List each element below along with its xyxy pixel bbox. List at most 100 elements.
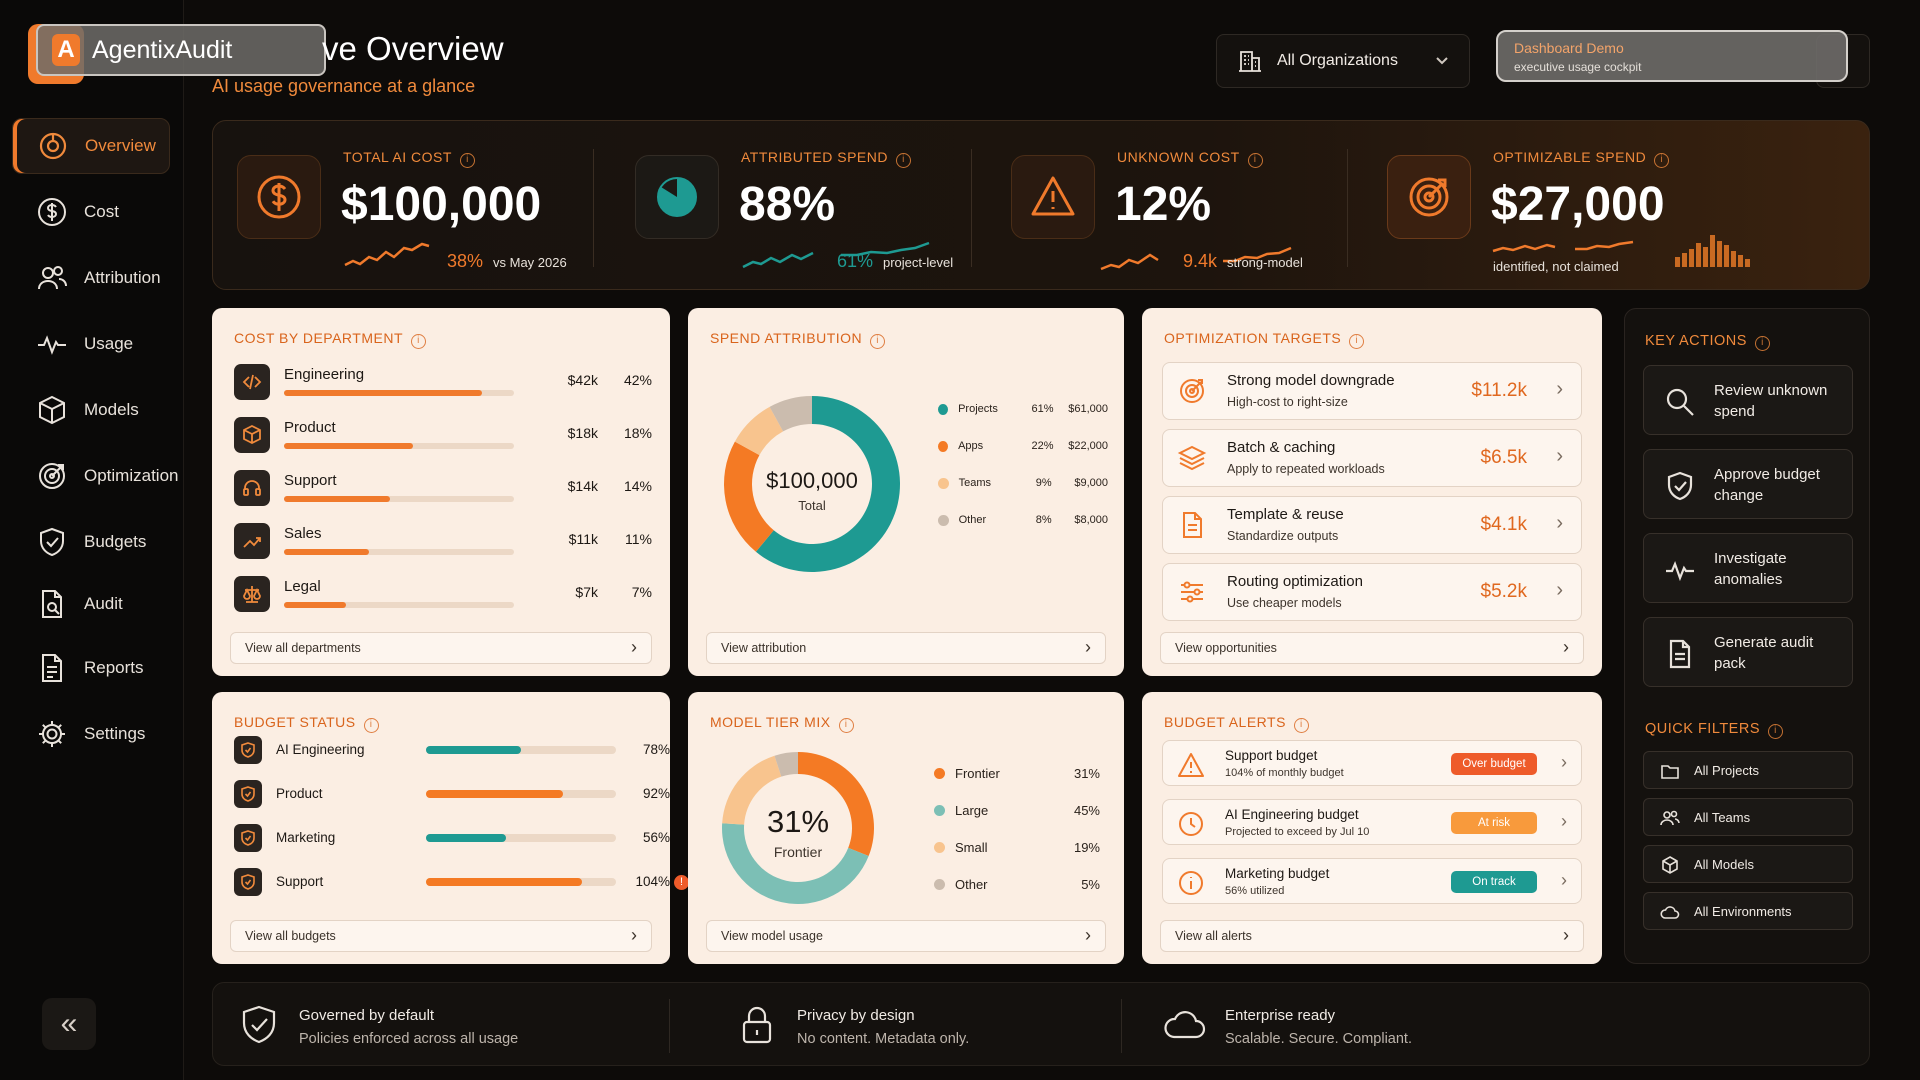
nav-cost[interactable]: Cost [12,184,170,240]
optimization-row-template-reuse[interactable]: Template & reuse Standardize outputs $4.… [1162,496,1582,554]
donut-center-value: 31% [766,804,830,839]
nav-usage[interactable]: Usage [12,316,170,372]
nav-optimization[interactable]: Optimization [12,448,178,504]
budget-row-ai-engineering[interactable]: AI Engineering 78% [234,734,670,766]
department-icon-box [234,417,270,453]
kpi-note: vs May 2026 [493,255,567,270]
alert-subtitle: Projected to exceed by Jul 10 [1225,826,1370,838]
view-opportunities-link[interactable]: View opportunities › [1160,632,1584,664]
spend-attribution-donut[interactable] [702,374,922,594]
alert-row-support[interactable]: Support budget 104% of monthly budget Ov… [1162,740,1582,786]
filter-all-environments[interactable]: All Environments [1643,892,1853,930]
legend-swatch [938,403,949,415]
info-icon[interactable]: i [1754,336,1770,351]
page-title: ve Overview [322,30,504,67]
nav-attribution[interactable]: Attribution [12,250,170,306]
view-all-budgets-link[interactable]: View all budgets › [230,920,652,952]
info-icon[interactable]: i [895,153,911,168]
info-icon[interactable]: i [1654,153,1670,168]
department-percent: 42% [623,372,652,388]
legend-item-other: Other 5% [934,875,1100,893]
filter-all-projects[interactable]: All Projects [1643,751,1853,789]
kpi-value: $27,000 [1491,178,1665,231]
filter-all-models[interactable]: All Models [1643,845,1853,883]
info-icon[interactable]: i [411,334,426,349]
kpi-delta: 9.4k [1183,251,1218,271]
nav-settings[interactable]: Settings [12,706,170,762]
filter-label: All Projects [1694,762,1760,778]
department-row-sales[interactable]: Sales $11k 11% [234,521,652,565]
donut-segment-small[interactable] [722,755,782,825]
department-row-product[interactable]: Product $18k 18% [234,415,652,459]
alert-row-marketing[interactable]: Marketing budget 56% utilized On track › [1162,858,1582,904]
info-icon[interactable]: i [838,718,854,733]
info-icon[interactable]: i [870,334,886,349]
investigate-anomalies-button[interactable]: Investigate anomalies [1643,533,1853,603]
model-tier-donut[interactable] [710,740,886,916]
budget-icon-box [234,736,262,764]
department-row-legal[interactable]: Legal $7k 7% [234,574,652,618]
budget-icon-box [234,868,262,896]
donut-segment-apps[interactable] [724,441,774,552]
donut-segment-frontier[interactable] [798,752,874,856]
brand-logo-icon: A [52,34,80,66]
view-attribution-link[interactable]: View attribution › [706,632,1106,664]
kpi-total-ai-cost[interactable]: TOTAL AI COST i $100,000 38% vs May 2026 [213,121,593,291]
donut-segment-other[interactable] [774,752,798,777]
lock-icon [742,1006,772,1044]
department-row-support[interactable]: Support $14k 14% [234,468,652,512]
legend-amount: $22,000 [1068,440,1108,452]
status-badge: Over budget [1451,753,1537,775]
legend-swatch [934,841,945,853]
brand-logo-tooltip[interactable]: A AgentixAudit [36,24,326,76]
view-model-usage-link[interactable]: View model usage › [706,920,1106,952]
donut-segment-other[interactable] [769,396,812,432]
nav-models[interactable]: Models [12,382,170,438]
nav-reports[interactable]: Reports [12,640,170,696]
info-icon[interactable]: i [1349,334,1365,349]
generate-audit-pack-button[interactable]: Generate audit pack [1643,617,1853,687]
budget-row-support[interactable]: Support 104%! [234,866,689,898]
donut-segment-projects[interactable] [755,396,900,572]
nav-overview[interactable]: Overview [12,118,170,174]
review-unknown-spend-button[interactable]: Review unknown spend [1643,365,1853,435]
budget-row-marketing[interactable]: Marketing 56% [234,822,670,854]
info-icon[interactable]: i [459,153,475,168]
warning-icon: ! [674,875,689,890]
info-icon[interactable]: i [1768,724,1783,739]
nav-audit[interactable]: Audit [12,576,170,632]
optimization-row-batch-caching[interactable]: Batch & caching Apply to repeated worklo… [1162,429,1582,487]
view-all-alerts-link[interactable]: View all alerts › [1160,920,1584,952]
kpi-optimizable-spend[interactable]: OPTIMIZABLE SPEND i $27,000 identified, n… [1363,121,1863,291]
info-icon[interactable]: i [1293,718,1309,733]
organization-select[interactable]: All Organizations [1216,34,1470,88]
kpi-note: identified, not claimed [1493,259,1619,274]
collapse-sidebar-button[interactable]: « [42,998,96,1050]
donut-segment-teams[interactable] [734,406,784,456]
legend-percent: 31% [1073,765,1100,781]
view-all-departments-link[interactable]: View all departments › [230,632,652,664]
info-icon[interactable]: i [363,718,379,733]
department-name: Engineering [284,366,365,383]
target-icon [39,463,65,489]
department-bar-track [284,443,514,449]
filter-all-teams[interactable]: All Teams [1643,798,1853,836]
nav-label: Reports [84,658,144,677]
legend-amount: $9,000 [1074,477,1108,489]
optimization-row-strong-model-downgrade[interactable]: Strong model downgrade High-cost to righ… [1162,362,1582,420]
alert-row-ai-engineering[interactable]: AI Engineering budget Projected to excee… [1162,799,1582,845]
department-row-engineering[interactable]: Engineering $42k 42% [234,362,652,406]
nav-budgets[interactable]: Budgets [12,514,170,570]
kpi-attributed-spend[interactable]: ATTRIBUTED SPEND i 88% 61% project-level [611,121,987,291]
kpi-delta: 38% [447,251,484,271]
optimization-row-routing[interactable]: Routing optimization Use cheaper models … [1162,563,1582,621]
donut-segment-large[interactable] [722,823,869,904]
kpi-unknown-cost[interactable]: UNKNOWN COST i 12% 9.4k strong-model [987,121,1357,291]
budget-bar-track [426,878,616,886]
info-icon[interactable]: i [1247,153,1263,168]
budget-status-card: BUDGET STATUS i AI Engineering 78% Product 9… [212,692,689,964]
approve-budget-change-button[interactable]: Approve budget change [1643,449,1853,519]
chevron-right-icon: › [1556,378,1563,400]
kpi-label-text: ATTRIBUTED SPEND [741,149,888,165]
budget-row-product[interactable]: Product 92% [234,778,670,810]
